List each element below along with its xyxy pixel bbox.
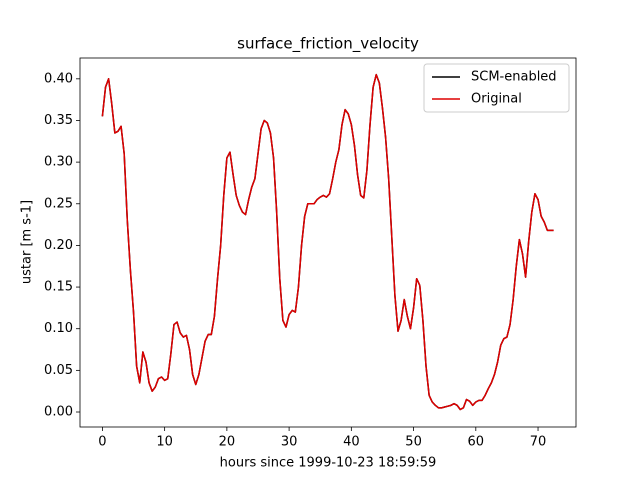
x-tick-label: 30 — [281, 435, 298, 450]
x-tick-label: 0 — [98, 435, 106, 450]
y-tick-label: 0.05 — [44, 363, 73, 378]
x-tick-label: 20 — [219, 435, 236, 450]
y-axis-label: ustar [m s-1] — [20, 200, 35, 284]
x-axis-label: hours since 1999-10-23 18:59:59 — [220, 456, 437, 471]
y-tick-label: 0.30 — [44, 155, 73, 170]
legend-label: Original — [471, 92, 522, 107]
x-tick-label: 50 — [405, 435, 422, 450]
y-tick-label: 0.35 — [44, 113, 73, 128]
x-tick-label: 70 — [530, 435, 547, 450]
y-tick-label: 0.40 — [44, 71, 73, 86]
chart-title: surface_friction_velocity — [237, 35, 419, 54]
x-tick-label: 60 — [468, 435, 485, 450]
line-series — [101, 73, 554, 411]
y-tick-label: 0.10 — [44, 321, 73, 336]
plot-frame — [79, 57, 577, 428]
y-tick-label: 0.20 — [44, 238, 73, 253]
x-tick-label: 40 — [343, 435, 360, 450]
x-tick-label: 10 — [156, 435, 173, 450]
y-tick-label: 0.25 — [44, 196, 73, 211]
legend-label: SCM-enabled — [471, 70, 557, 85]
legend-box — [423, 63, 570, 113]
y-tick-label: 0.15 — [44, 280, 73, 295]
y-tick-label: 0.00 — [44, 405, 73, 420]
